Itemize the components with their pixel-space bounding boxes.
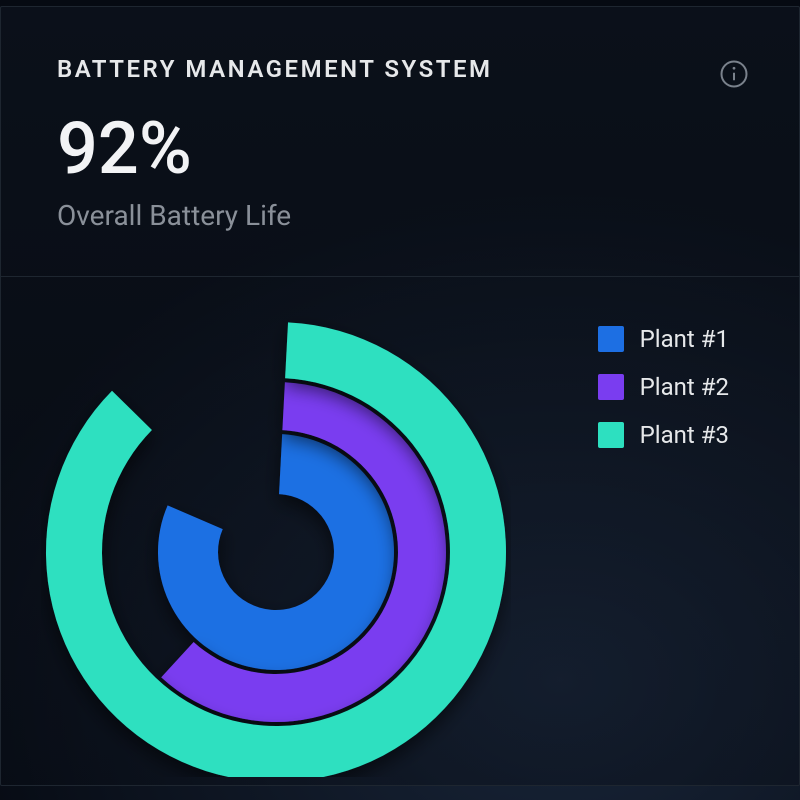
legend-label: Plant #2 (640, 373, 729, 401)
legend-item-plant1[interactable]: Plant #1 (598, 325, 729, 353)
legend-label: Plant #1 (640, 325, 729, 353)
legend-item-plant2[interactable]: Plant #2 (598, 373, 729, 401)
ring-plant1 (158, 434, 394, 670)
bms-card: BATTERY MANAGEMENT SYSTEM 92% Overall Ba… (0, 6, 800, 786)
info-icon[interactable] (719, 59, 749, 89)
overall-percent-value: 92% (57, 113, 743, 185)
legend-swatch-icon (598, 326, 624, 352)
legend-item-plant3[interactable]: Plant #3 (598, 421, 729, 449)
radial-chart (41, 307, 511, 777)
legend-label: Plant #3 (640, 421, 729, 449)
legend-swatch-icon (598, 374, 624, 400)
overall-percent-label: Overall Battery Life (57, 199, 743, 232)
card-title: BATTERY MANAGEMENT SYSTEM (57, 55, 743, 83)
legend-swatch-icon (598, 422, 624, 448)
card-body: Plant #1 Plant #2 Plant #3 (1, 277, 799, 785)
card-header: BATTERY MANAGEMENT SYSTEM 92% Overall Ba… (1, 7, 799, 277)
chart-legend: Plant #1 Plant #2 Plant #3 (598, 325, 729, 449)
